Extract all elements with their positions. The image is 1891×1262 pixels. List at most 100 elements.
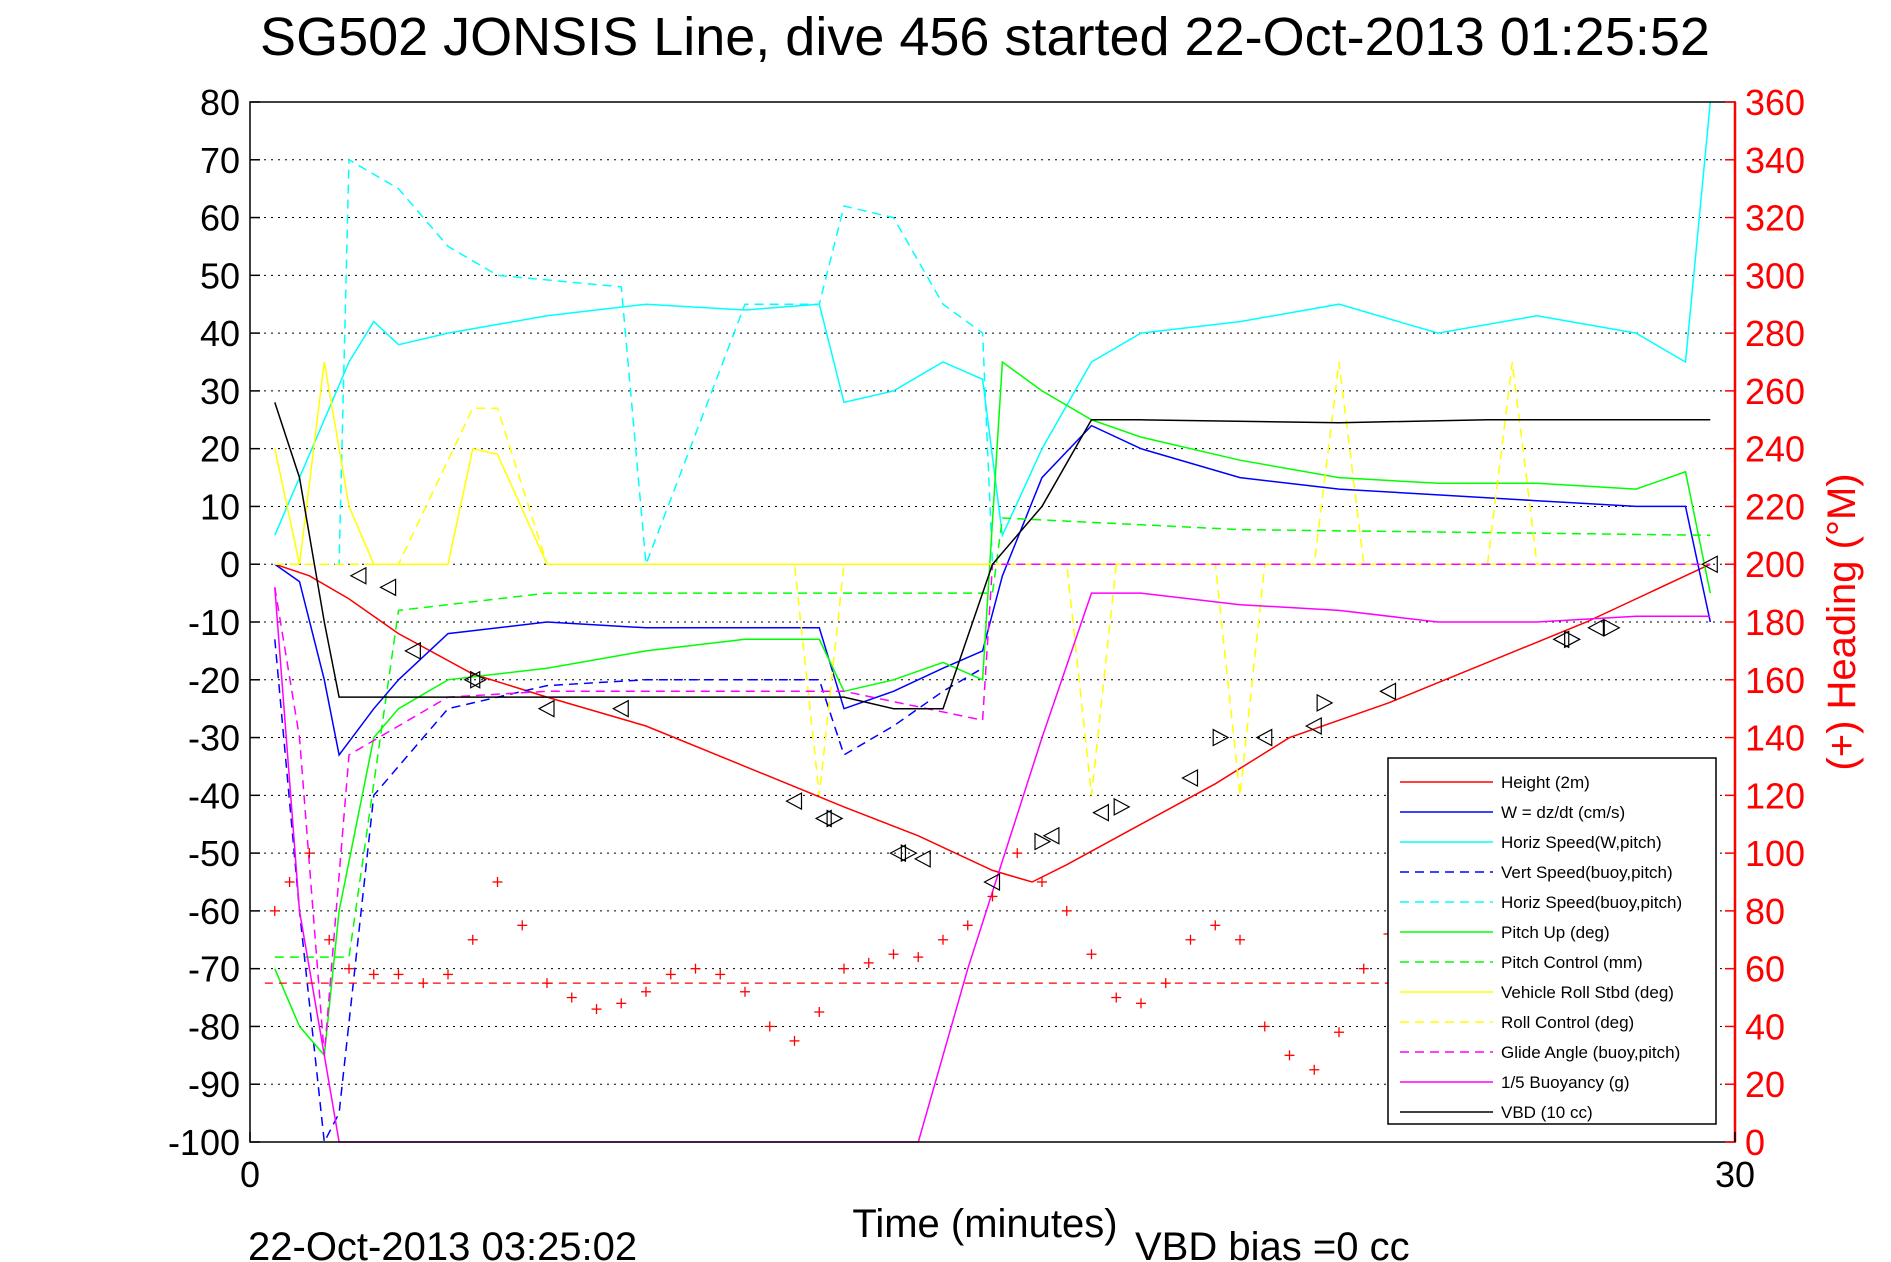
heading-point [913, 952, 924, 963]
legend: Height (2m) W = dz/dt (cm/s) Horiz Speed(W… [1387, 757, 1717, 1125]
dive-triangle-left-marker [404, 641, 421, 660]
legend-label-vbd-10-cc: VBD (10 cc) [1501, 1103, 1593, 1122]
y2-tick-label: 160 [1745, 660, 1805, 701]
y2-tick-label: 40 [1745, 1006, 1785, 1047]
dive-triangle-left-marker [1181, 769, 1199, 787]
heading-point [863, 957, 874, 968]
heading-point [492, 877, 503, 887]
y-tick-label: -30 [188, 718, 240, 759]
series-vert-speed-buoy-pitch [274, 639, 983, 1145]
dive-triangle-right-marker [826, 809, 844, 828]
x-tick-label: 30 [1715, 1154, 1755, 1195]
heading-point [1160, 978, 1171, 989]
series-vbd-10-cc [274, 402, 1711, 710]
y-tick-label: -90 [188, 1064, 240, 1105]
dive-triangle-left-marker [537, 699, 555, 718]
heading-point [616, 998, 627, 1009]
y-tick-label: 60 [200, 198, 240, 239]
y-tick-label: 0 [220, 544, 240, 585]
dive-triangle-left-marker [889, 844, 907, 863]
heading-point [764, 1021, 775, 1032]
chart-title: SG502 JONSIS Line, dive 456 started 22-O… [260, 7, 1710, 67]
dive-triangle-left-marker [1092, 803, 1110, 822]
series-1-5-buoyancy-g [274, 587, 1711, 1143]
dive-triangle-right-marker [900, 844, 918, 863]
timestamp-annotation: 22-Oct-2013 03:25:02 [248, 1225, 637, 1262]
legend-label-horiz-speed-buoy-pitch: Horiz Speed(buoy,pitch) [1501, 893, 1682, 912]
y-tick-label: -20 [188, 660, 240, 701]
legend-label-roll-control-deg: Roll Control (deg) [1501, 1013, 1634, 1032]
legend-label-horiz-speed-w-pitch: Horiz Speed(W,pitch) [1501, 833, 1662, 852]
heading-point [467, 934, 478, 945]
y2-tick-label: 200 [1745, 544, 1805, 585]
dive-triangle-left-marker [1552, 630, 1570, 649]
dive-triangle-left-marker [611, 699, 629, 718]
heading-point [641, 986, 651, 997]
y-tick-label: 30 [200, 371, 240, 412]
dive-triangle-left-marker [349, 566, 367, 585]
series-roll-control-deg [274, 361, 1711, 796]
heading-point [962, 920, 973, 931]
legend-label-height-2m: Height (2m) [1501, 773, 1590, 792]
heading-point [368, 969, 379, 980]
series-height-2m [274, 563, 1711, 883]
legend-label-vert-speed-buoy-pitch: Vert Speed(buoy,pitch) [1501, 863, 1673, 882]
heading-point [690, 963, 701, 974]
heading-point [1111, 992, 1122, 1003]
heading-point [740, 986, 750, 997]
dive-triangle-left-marker [983, 873, 1001, 891]
y2-tick-label: 60 [1745, 949, 1785, 990]
dive-triangle-right-marker [1603, 618, 1621, 637]
heading-point [1334, 1027, 1344, 1038]
heading-point [324, 934, 335, 945]
heading-point [269, 905, 280, 916]
heading-point [1012, 848, 1023, 859]
dive-triangle-right-marker [1212, 728, 1230, 747]
y2-tick-label: 280 [1745, 313, 1805, 354]
heading-point [517, 920, 528, 931]
y2-tick-label: 240 [1745, 429, 1805, 470]
legend-label-pitch-up-deg: Pitch Up (deg) [1501, 923, 1610, 942]
y2-tick-label: 0 [1745, 1122, 1765, 1163]
right-axis: 3603403203002802602402202001801601401201… [1725, 82, 1805, 1163]
heading-point [284, 877, 295, 887]
dive-triangle-left-marker [913, 849, 931, 868]
dive-triangle-left-marker [1042, 826, 1060, 845]
dive-triangle-left-marker [1700, 555, 1718, 574]
y-tick-label: 50 [200, 255, 240, 296]
dive-triangle-left-marker [463, 670, 481, 689]
y-tick-label: -60 [188, 891, 240, 932]
series-group [274, 101, 1712, 1145]
heading-point [1086, 949, 1097, 960]
y-tick-label: 70 [200, 140, 240, 181]
series-horiz-speed-w-pitch [274, 101, 1712, 539]
y-tick-label: 10 [200, 486, 240, 527]
heading-point [1259, 1021, 1270, 1032]
heading-point [1210, 920, 1221, 931]
y2-tick-label: 220 [1745, 486, 1805, 527]
left-axis: 80 70 60 50 40 30 20 10 0 -10 -20 -30 -40 -50 -60 -70 -8… [168, 82, 260, 1163]
heading-point [814, 1007, 825, 1017]
y2-tick-label: 340 [1745, 140, 1805, 181]
legend-label-1-5-buoyancy-g: 1/5 Buoyancy (g) [1501, 1073, 1630, 1092]
y2-tick-label: 120 [1745, 775, 1805, 816]
heading-point [1185, 934, 1196, 945]
heading-point [715, 969, 726, 980]
y-tick-label: 40 [200, 313, 240, 354]
dive-triangle-right-marker [470, 670, 487, 689]
series-w-dz-dt-cm-s [274, 424, 1712, 757]
dive-triangle-left-marker [785, 792, 803, 811]
dive-triangle-left-marker [379, 578, 397, 597]
y-tick-label: -70 [188, 949, 240, 990]
series-pitch-control-mm [274, 517, 1711, 958]
heading-point [1235, 934, 1245, 945]
heading-point [344, 963, 354, 974]
vbd-bias-annotation: VBD bias =0 cc [1135, 1225, 1410, 1262]
y-tick-label: -100 [168, 1122, 240, 1163]
heading-point [1284, 1050, 1295, 1061]
dive-triangle-left-marker [1587, 618, 1605, 637]
dive-triangle-left-marker [1255, 728, 1273, 747]
legend-label-pitch-control-mm: Pitch Control (mm) [1501, 953, 1643, 972]
y2-tick-label: 180 [1745, 602, 1805, 643]
y2-tick-label: 140 [1745, 718, 1805, 759]
